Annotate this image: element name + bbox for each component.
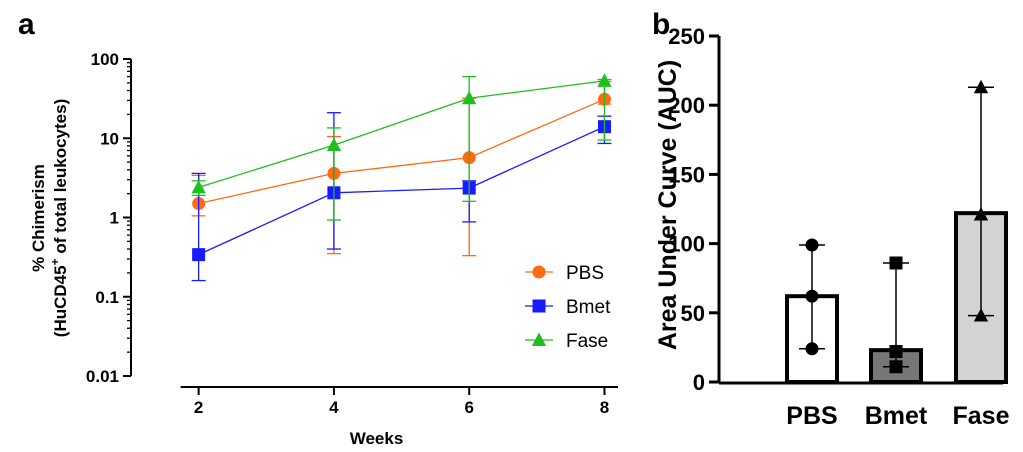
x-tick-label: PBS [786, 402, 837, 430]
legend-label: Bmet [566, 297, 611, 318]
bar-group-bmet [869, 256, 923, 384]
series-fase [191, 73, 612, 221]
data-point [192, 248, 206, 262]
legend-marker [532, 299, 546, 313]
data-point [889, 360, 903, 374]
y-axis-title: % Chimerism(HuCD45+ of total leukocytes) [29, 99, 70, 337]
legend-label: PBS [566, 263, 604, 284]
data-point [326, 137, 342, 152]
data-point [462, 90, 477, 105]
y-tick-label: 10 [100, 129, 119, 148]
legend-marker [532, 265, 546, 279]
series-bmet [191, 112, 612, 282]
data-point [597, 73, 612, 87]
y-axis-title: Area Under Curve (AUC) [654, 60, 682, 350]
y-tick-label: 200 [668, 93, 705, 118]
data-point [805, 289, 819, 303]
series-line [198, 126, 605, 256]
x-tick-label: 6 [464, 398, 473, 417]
y-axis-title-line1: % Chimerism [29, 164, 48, 272]
y-tick-label: 0.1 [95, 288, 119, 307]
data-point [889, 345, 903, 359]
legend-marker [531, 332, 547, 346]
x-tick-label: Bmet [865, 402, 928, 430]
y-tick-label: 100 [91, 50, 119, 69]
chart-a-chimerism-over-time: 0.01 0.1 1 10 100 2 4 6 8 Weeks % Chimerism(HuCD45… [29, 50, 618, 448]
panel-a-label: a [18, 8, 35, 41]
x-tick-label: 8 [600, 398, 609, 417]
y-axis-title-line2: (HuCD45+ of total leukocytes) [48, 99, 70, 337]
x-tick-label: Fase [953, 402, 1010, 430]
y-tick-label: 100 [668, 232, 705, 257]
data-point [973, 79, 989, 94]
legend: PBS Bmet Fase [525, 263, 611, 352]
x-axis-title: Weeks [350, 429, 404, 448]
data-point [889, 256, 903, 270]
data-point [973, 207, 989, 221]
y-tick-label: 0.01 [86, 367, 119, 386]
x-tick-label: 2 [194, 398, 203, 417]
y-tick-label: 0 [693, 370, 705, 395]
x-tick-label: 4 [329, 398, 339, 417]
data-point [805, 342, 819, 356]
y-tick-label: 250 [668, 24, 705, 49]
series-line [198, 80, 605, 188]
data-point [191, 179, 206, 194]
bar-group-pbs [785, 238, 839, 384]
y-tick-label: 1 [110, 209, 119, 228]
bar-group-fase [954, 79, 1008, 384]
data-point [805, 238, 819, 252]
y-tick-label: 50 [681, 301, 705, 326]
chart-b-auc-bars: 0 50 100 150 200 250 Area Under Curve (AUC) PBS… [654, 24, 1010, 430]
data-point [973, 308, 989, 322]
panel-b-label: b [652, 8, 670, 41]
series-line [198, 98, 605, 205]
legend-label: Fase [566, 331, 608, 352]
y-tick-label: 150 [668, 162, 705, 187]
